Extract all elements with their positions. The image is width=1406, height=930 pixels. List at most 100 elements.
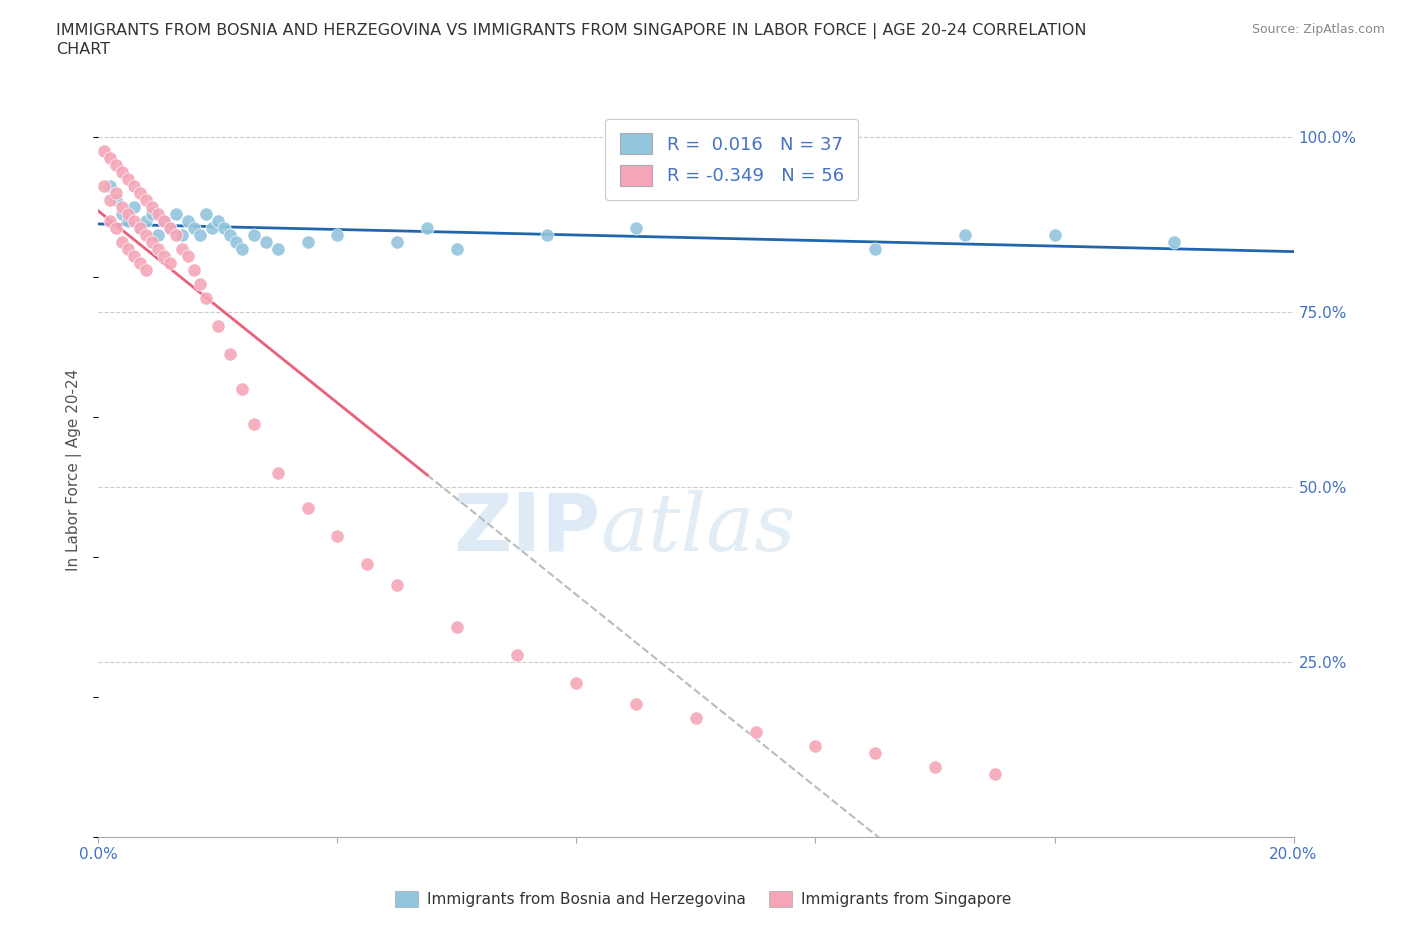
Point xyxy=(135,214,157,229)
Point xyxy=(135,263,157,278)
Point xyxy=(865,746,887,761)
Text: IMMIGRANTS FROM BOSNIA AND HERZEGOVINA VS IMMIGRANTS FROM SINGAPORE IN LABOR FOR: IMMIGRANTS FROM BOSNIA AND HERZEGOVINA V… xyxy=(56,23,1087,39)
Point xyxy=(446,619,468,634)
Point xyxy=(188,277,211,292)
Point xyxy=(243,417,266,432)
Point xyxy=(385,234,409,249)
Point xyxy=(326,528,349,543)
Point xyxy=(129,186,152,201)
Point xyxy=(148,228,170,243)
Point xyxy=(297,234,319,249)
Point xyxy=(135,228,157,243)
Point xyxy=(111,165,134,179)
Point xyxy=(183,263,205,278)
Point xyxy=(177,249,200,264)
Point xyxy=(231,242,253,257)
Point xyxy=(326,228,349,243)
Point xyxy=(141,200,163,215)
Point xyxy=(254,234,277,249)
Point xyxy=(93,144,115,159)
Point xyxy=(98,179,122,193)
Text: Source: ZipAtlas.com: Source: ZipAtlas.com xyxy=(1251,23,1385,36)
Point xyxy=(148,242,170,257)
Point xyxy=(159,220,181,235)
Point xyxy=(153,214,176,229)
Legend: R =  0.016   N = 37, R = -0.349   N = 56: R = 0.016 N = 37, R = -0.349 N = 56 xyxy=(606,119,858,200)
Point xyxy=(385,578,409,592)
Point xyxy=(141,234,163,249)
Point xyxy=(117,242,139,257)
Point xyxy=(183,220,205,235)
Point xyxy=(117,214,139,229)
Point xyxy=(243,228,266,243)
Point xyxy=(124,179,146,193)
Point xyxy=(219,228,242,243)
Point xyxy=(1043,228,1066,243)
Text: atlas: atlas xyxy=(600,490,796,567)
Point xyxy=(446,242,468,257)
Point xyxy=(117,172,139,187)
Point xyxy=(231,381,253,396)
Point xyxy=(98,214,122,229)
Point xyxy=(416,220,439,235)
Point xyxy=(804,738,827,753)
Point xyxy=(98,151,122,166)
Point xyxy=(953,228,976,243)
Point xyxy=(225,234,247,249)
Point xyxy=(685,711,707,725)
Point xyxy=(153,249,176,264)
Point xyxy=(159,220,181,235)
Legend: Immigrants from Bosnia and Herzegovina, Immigrants from Singapore: Immigrants from Bosnia and Herzegovina, … xyxy=(388,884,1018,913)
Point xyxy=(98,193,122,207)
Point xyxy=(207,214,229,229)
Text: CHART: CHART xyxy=(56,42,110,57)
Point xyxy=(188,228,211,243)
Point xyxy=(129,220,152,235)
Point xyxy=(153,214,176,229)
Point xyxy=(984,766,1007,781)
Point xyxy=(924,760,946,775)
Point xyxy=(105,220,128,235)
Point xyxy=(212,220,235,235)
Point xyxy=(195,206,218,221)
Point xyxy=(356,557,378,572)
Point xyxy=(267,466,290,481)
Point xyxy=(124,249,146,264)
Point xyxy=(626,220,648,235)
Point xyxy=(141,206,163,221)
Point xyxy=(111,234,134,249)
Point xyxy=(117,206,139,221)
Point xyxy=(565,675,588,690)
Point xyxy=(124,200,146,215)
Point xyxy=(129,220,152,235)
Point xyxy=(148,206,170,221)
Point xyxy=(626,697,648,711)
Point xyxy=(177,214,200,229)
Point xyxy=(267,242,290,257)
Point xyxy=(172,228,194,243)
Point xyxy=(105,193,128,207)
Point xyxy=(165,206,187,221)
Point xyxy=(1163,234,1185,249)
Point xyxy=(297,500,319,515)
Point xyxy=(124,214,146,229)
Point xyxy=(93,179,115,193)
Point xyxy=(165,228,187,243)
Y-axis label: In Labor Force | Age 20-24: In Labor Force | Age 20-24 xyxy=(66,368,83,571)
Point xyxy=(135,193,157,207)
Point xyxy=(105,158,128,173)
Point xyxy=(111,200,134,215)
Point xyxy=(536,228,558,243)
Point xyxy=(129,256,152,271)
Point xyxy=(172,242,194,257)
Point xyxy=(201,220,224,235)
Point xyxy=(506,647,529,662)
Point xyxy=(207,319,229,334)
Point xyxy=(111,206,134,221)
Point xyxy=(745,724,768,739)
Text: ZIP: ZIP xyxy=(453,489,600,567)
Point xyxy=(159,256,181,271)
Point xyxy=(865,242,887,257)
Point xyxy=(219,347,242,362)
Point xyxy=(105,186,128,201)
